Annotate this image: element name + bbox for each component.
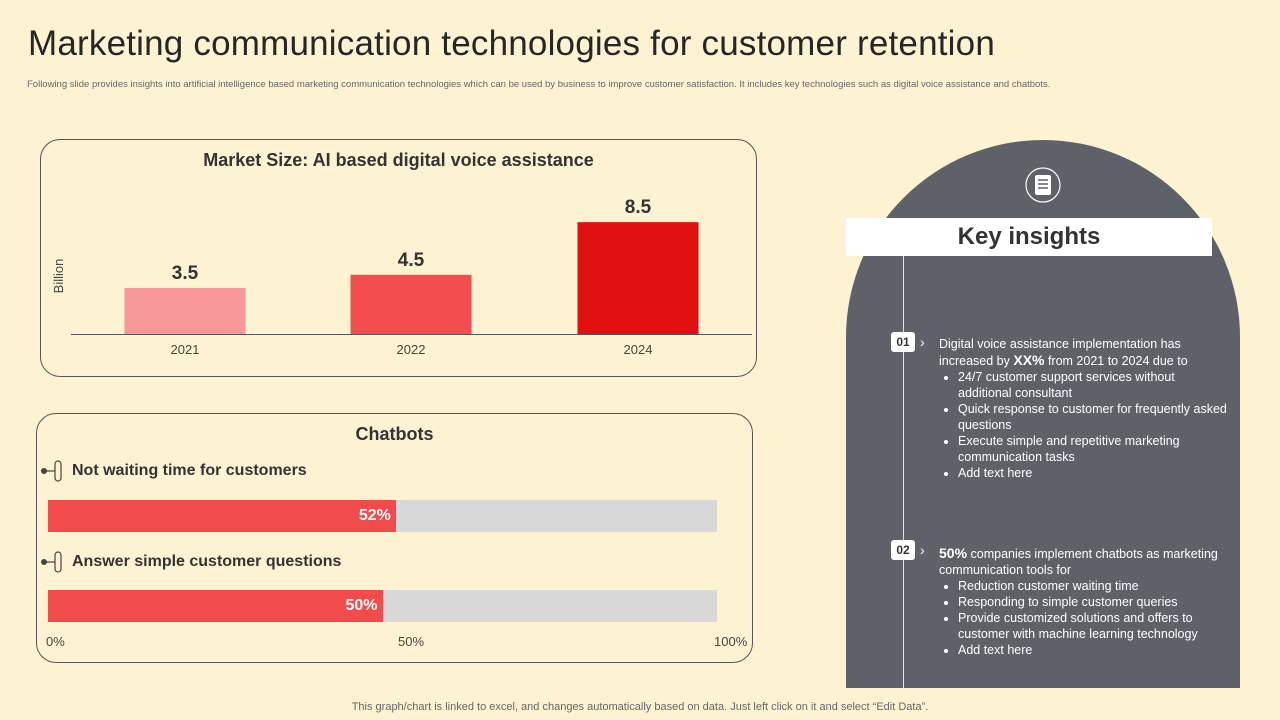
chevron-right-icon: ›	[920, 334, 925, 350]
insight-number-badge: 02	[891, 540, 915, 560]
chatbot-row-label: Answer simple customer questions	[72, 553, 342, 570]
insight-bullet: Quick response to customer for frequentl…	[958, 401, 1229, 433]
chatbot-bar-label: 52%	[358, 507, 391, 524]
bar	[124, 287, 246, 334]
chatbot-row-label: Not waiting time for customers	[72, 462, 307, 479]
chatbots-chart-title: Chatbots	[355, 424, 434, 444]
chevron-right-icon: ›	[920, 542, 925, 558]
market-bar-svg: Billion 3.5 2021 4.5 2022 8.5 2024	[51, 197, 752, 357]
market-size-chart: Market Size: AI based digital voice assi…	[40, 139, 757, 377]
insight-bullet: Add text here	[958, 642, 1229, 658]
x-tick-label: 2024	[624, 342, 653, 357]
x-tick-label: 50%	[398, 634, 425, 649]
chatbot-bar: 50%	[48, 590, 383, 622]
chatbots-chart: Chatbots Not waiting time for customers …	[36, 413, 753, 663]
insight-bullet: Provide customized solutions and offers …	[958, 610, 1229, 642]
x-tick-label: 2022	[397, 342, 426, 357]
chatbot-track: 52%	[48, 500, 717, 532]
insight-item: 50% companies implement chatbots as mark…	[939, 545, 1229, 658]
bar-value-label: 3.5	[172, 263, 199, 284]
bar-value-label: 4.5	[398, 250, 425, 271]
insight-lead: 50% companies implement chatbots as mark…	[939, 545, 1218, 577]
bar-value-label: 8.5	[625, 197, 652, 218]
insight-bullet: Execute simple and repetitive marketing …	[958, 433, 1229, 465]
timeline-line	[903, 256, 904, 688]
chatbot-bar-label: 50%	[345, 597, 378, 614]
bar	[350, 274, 472, 334]
insight-bullet: Reduction customer waiting time	[958, 578, 1229, 594]
insight-item: Digital voice assistance implementation …	[939, 336, 1229, 481]
key-insights-header: Key insights	[846, 218, 1212, 256]
bullet-marker-icon	[41, 460, 62, 482]
x-tick-label: 100%	[714, 634, 748, 649]
chatbot-bar: 52%	[48, 500, 396, 532]
page-subtitle: Following slide provides insights into a…	[27, 79, 1051, 90]
bar	[577, 222, 699, 334]
insight-lead: Digital voice assistance implementation …	[939, 337, 1188, 368]
y-axis-label: Billion	[51, 259, 66, 294]
insight-bullet: 24/7 customer support services without a…	[958, 369, 1229, 401]
bullet-marker-icon	[41, 551, 62, 573]
document-list-icon	[1025, 167, 1061, 203]
footer-note: This graph/chart is linked to excel, and…	[351, 701, 929, 713]
chatbot-track: 50%	[48, 590, 717, 622]
x-tick-label: 0%	[46, 634, 65, 649]
x-tick-label: 2021	[171, 342, 200, 357]
market-chart-title: Market Size: AI based digital voice assi…	[203, 150, 594, 170]
page-title: Marketing communication technologies for…	[28, 24, 995, 63]
insight-bullet: Add text here	[958, 465, 1229, 481]
insight-number-badge: 01	[891, 332, 915, 352]
insight-bullet: Responding to simple customer queries	[958, 594, 1229, 610]
